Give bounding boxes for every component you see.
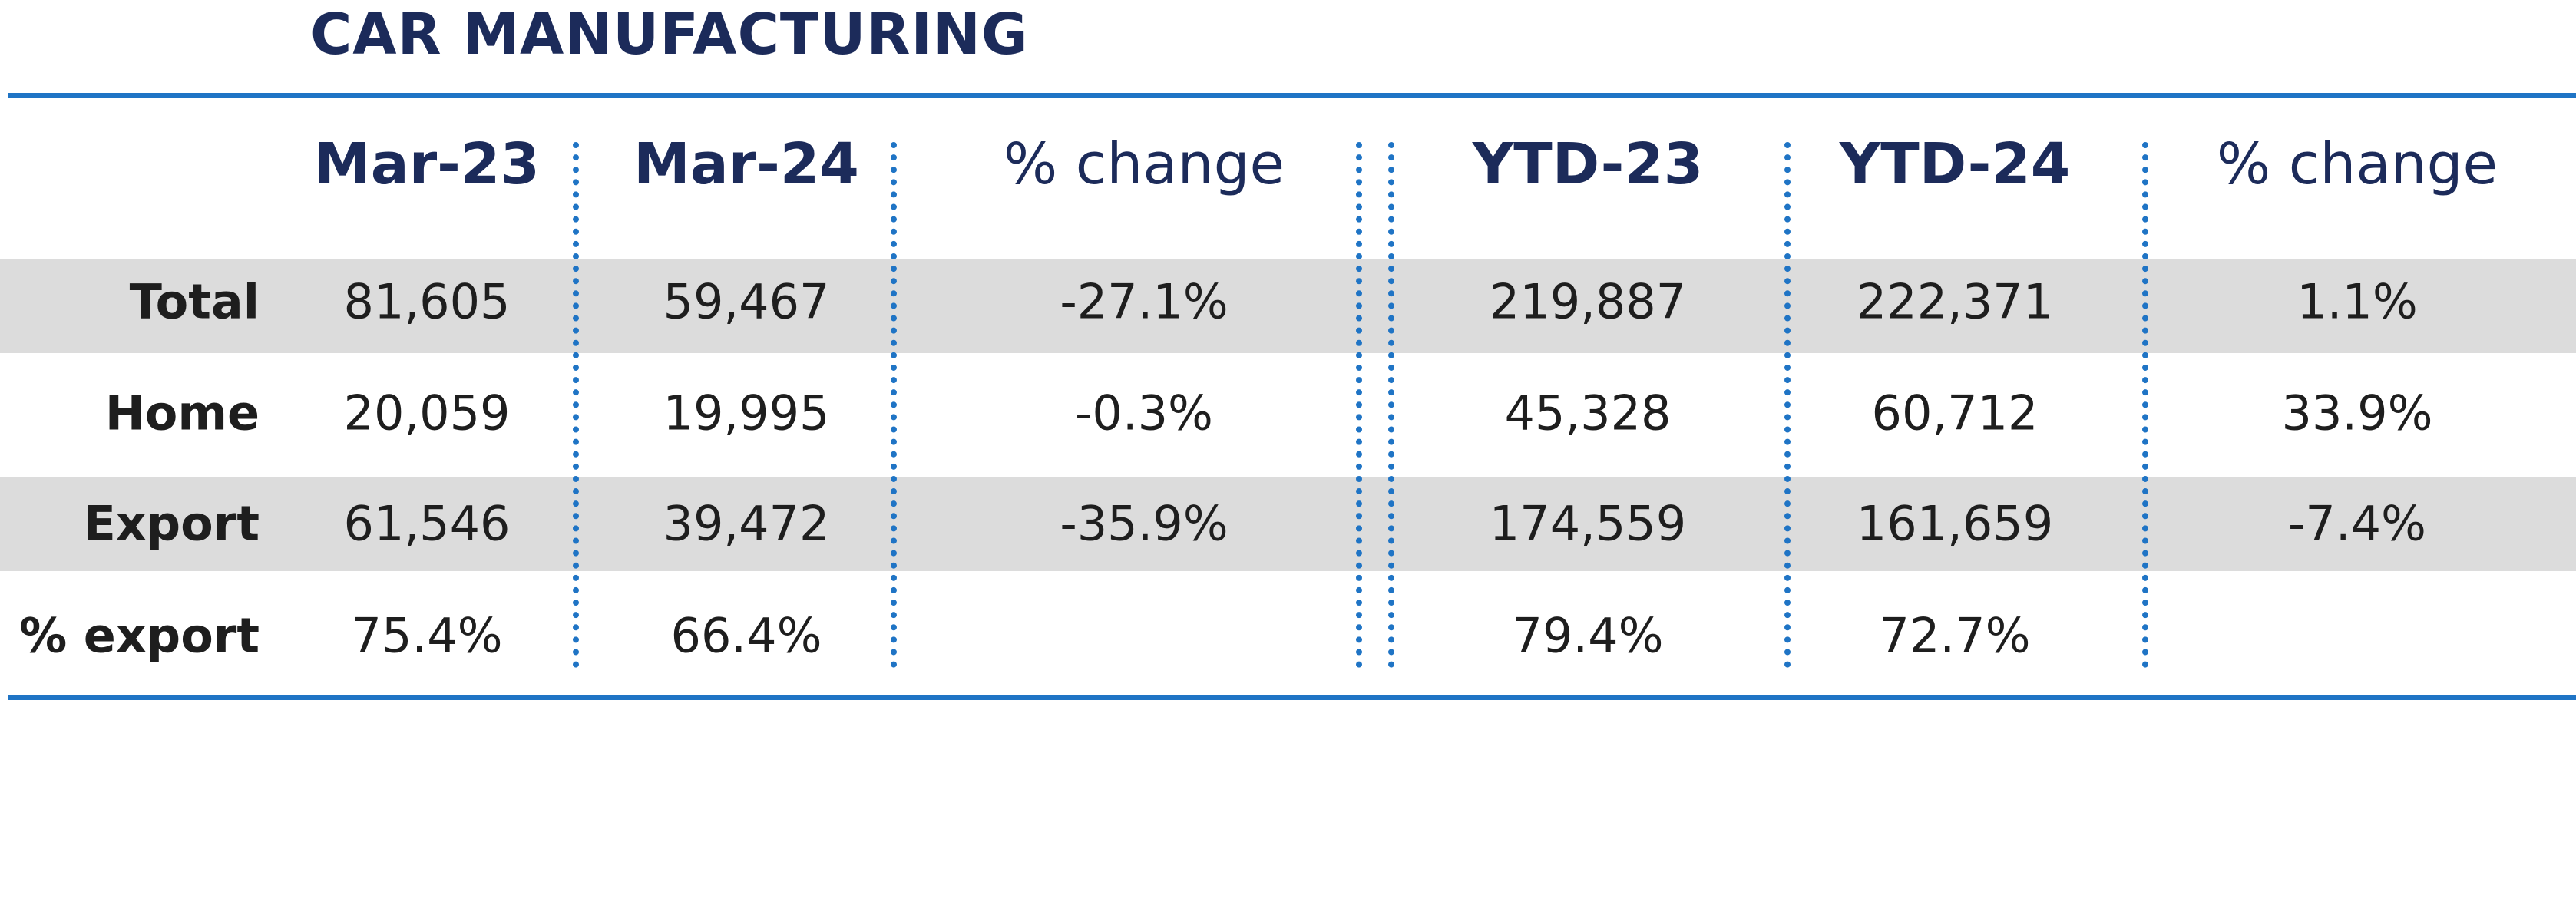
- column-divider: [1388, 142, 1394, 668]
- table-cell: 174,559: [1489, 495, 1687, 552]
- row-label: Export: [83, 495, 260, 552]
- column-header: % change: [2216, 131, 2498, 197]
- table-cell: 66.4%: [670, 607, 822, 664]
- column-divider: [2142, 142, 2148, 668]
- column-header: Mar-24: [633, 131, 859, 197]
- table-cell: 81,605: [343, 273, 511, 330]
- column-header: Mar-23: [314, 131, 540, 197]
- column-divider: [1356, 142, 1362, 668]
- row-label: Total: [129, 273, 260, 330]
- table-title: CAR MANUFACTURING: [310, 2, 1029, 68]
- bottom-rule: [8, 695, 2576, 700]
- column-header: YTD-24: [1839, 131, 2071, 197]
- table-cell: 59,467: [663, 273, 830, 330]
- table-cell: -35.9%: [1060, 495, 1228, 552]
- table-cell: 161,659: [1856, 495, 2054, 552]
- table-cell: 20,059: [343, 385, 511, 441]
- table-cell: -27.1%: [1060, 273, 1228, 330]
- table-cell: 60,712: [1871, 385, 2039, 441]
- table-cell: 1.1%: [2297, 273, 2418, 330]
- table-cell: 61,546: [343, 495, 511, 552]
- column-divider: [1784, 142, 1791, 668]
- table-cell: 79.4%: [1512, 607, 1664, 664]
- table-cell: 33.9%: [2281, 385, 2433, 441]
- column-divider: [573, 142, 579, 668]
- table-cell: 72.7%: [1879, 607, 2031, 664]
- row-label: % export: [19, 607, 260, 664]
- table-cell: 75.4%: [351, 607, 503, 664]
- table-cell: -7.4%: [2288, 495, 2426, 552]
- table-cell: 39,472: [663, 495, 830, 552]
- table-cell: 45,328: [1504, 385, 1672, 441]
- table-cell: 219,887: [1489, 273, 1687, 330]
- table-cell: 222,371: [1856, 273, 2054, 330]
- column-header: YTD-23: [1472, 131, 1704, 197]
- column-header: % change: [1003, 131, 1285, 197]
- row-label: Home: [104, 385, 260, 441]
- column-divider: [891, 142, 897, 668]
- table-cell: 19,995: [663, 385, 830, 441]
- table-cell: -0.3%: [1075, 385, 1213, 441]
- top-rule: [8, 93, 2576, 98]
